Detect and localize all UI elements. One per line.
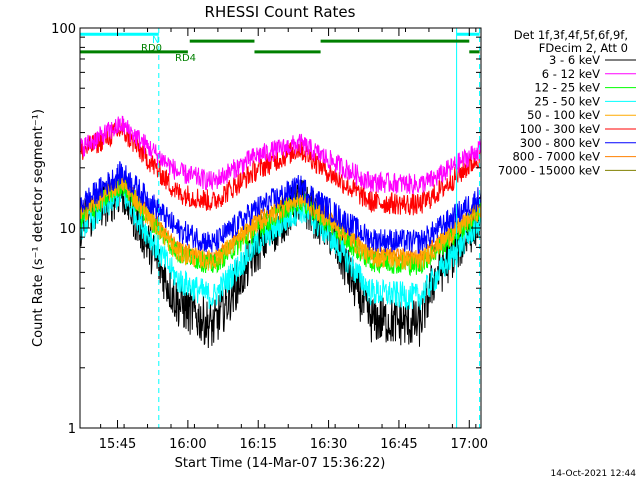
x-tick-label-3: 16:30	[310, 437, 347, 452]
legend-label-8: 7000 - 15000 keV	[498, 163, 600, 177]
x-tick-label-2: 16:15	[239, 437, 276, 452]
state-label-n: N	[152, 35, 159, 46]
legend: Det 1f,3f,4f,5f,6f,9f,FDecim 2, Att 03 -…	[498, 28, 636, 177]
legend-label-4: 50 - 100 keV	[527, 108, 600, 122]
chart-title: RHESSI Count Rates	[205, 3, 356, 21]
series-line-6-12-kev	[80, 115, 481, 195]
y-axis: 1 10 100	[51, 22, 481, 437]
x-tick-label-5: 17:00	[451, 437, 488, 452]
legend-label-1: 6 - 12 keV	[542, 67, 600, 81]
y-tick-label-0: 1	[68, 422, 76, 437]
legend-header-0: Det 1f,3f,4f,5f,6f,9f,	[514, 28, 628, 42]
legend-label-7: 800 - 7000 keV	[512, 150, 600, 164]
x-tick-label-0: 15:45	[99, 437, 136, 452]
legend-label-2: 12 - 25 keV	[534, 81, 600, 95]
x-axis: 15:45 16:00 16:15 16:30 16:45 17:00	[99, 28, 488, 452]
series-line-50-100-kev	[80, 173, 481, 271]
legend-label-6: 300 - 800 keV	[520, 136, 600, 150]
y-tick-label-2: 100	[51, 22, 76, 37]
y-tick-label-1: 10	[59, 222, 76, 237]
legend-label-3: 25 - 50 keV	[534, 94, 600, 108]
y-axis-label: Count Rate (s⁻¹ detector segment⁻¹)	[31, 109, 46, 347]
series-line-100-300-kev	[80, 122, 481, 216]
state-label-rd4: RD4	[175, 53, 196, 64]
x-tick-label-1: 16:00	[169, 437, 206, 452]
series-line-300-800-kev	[80, 161, 481, 254]
x-tick-label-4: 16:45	[380, 437, 417, 452]
state-label-rd0: RD0	[141, 43, 162, 54]
legend-label-0: 3 - 6 keV	[549, 53, 600, 67]
x-axis-label: Start Time (14-Mar-07 15:36:22)	[175, 456, 386, 471]
legend-header-1: FDecim 2, Att 0	[539, 41, 628, 55]
render-timestamp: 14-Oct-2021 12:44	[551, 469, 637, 479]
legend-label-5: 100 - 300 keV	[520, 122, 600, 136]
